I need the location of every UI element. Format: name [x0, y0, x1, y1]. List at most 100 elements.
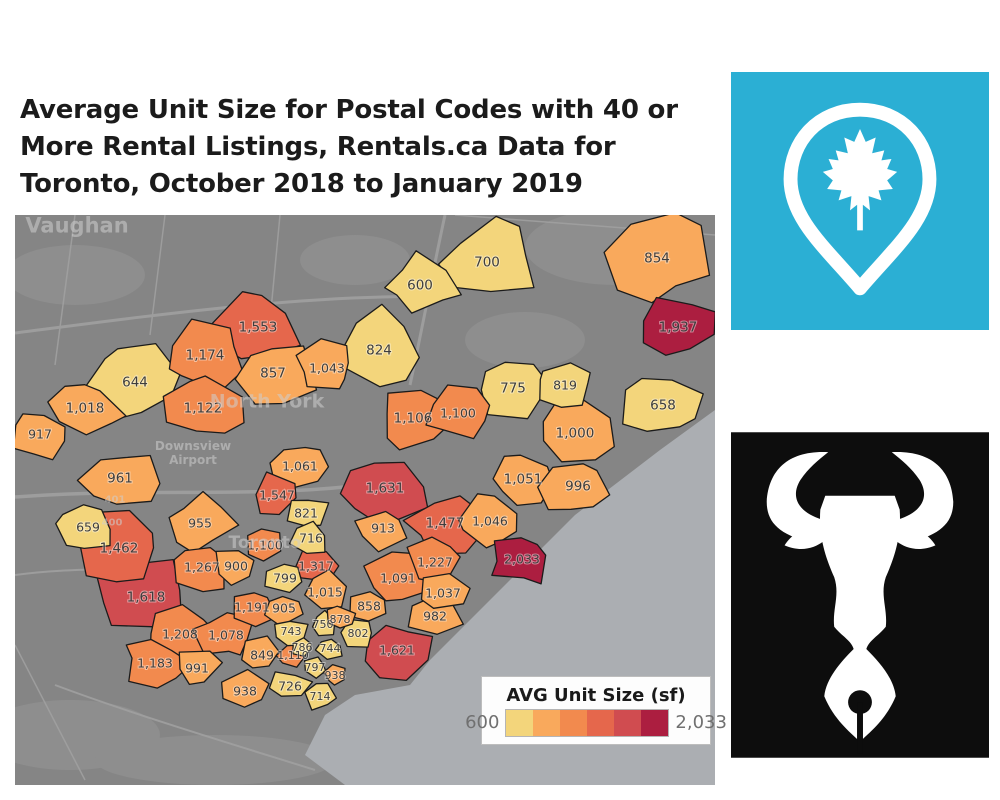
region-value-label: 797 [305, 661, 326, 674]
terrain-patch [5, 245, 145, 305]
postal-region[interactable] [326, 605, 357, 629]
region-value-label: 1,462 [100, 541, 139, 557]
postal-region[interactable] [162, 375, 245, 434]
region-value-label: 1,100 [247, 537, 283, 552]
postal-region[interactable] [539, 362, 591, 408]
region-value-label: 1,174 [186, 348, 225, 364]
pen-nib-hole [848, 690, 872, 715]
place-label: 400 [102, 518, 123, 529]
postal-region[interactable] [241, 635, 280, 669]
region-value-label: 1,937 [659, 320, 698, 336]
legend-swatch [641, 709, 669, 736]
region-value-label: 1,000 [556, 426, 595, 442]
postal-region[interactable] [406, 536, 461, 584]
place-label: Toronto [229, 533, 302, 553]
color-legend: AVG Unit Size (sf) 600 2,033 [465, 676, 727, 745]
legend-swatch [533, 709, 561, 736]
postal-regions-layer [12, 212, 716, 711]
place-label: Vaughan [25, 215, 128, 237]
postal-region[interactable] [295, 338, 349, 390]
postal-region[interactable] [288, 520, 326, 555]
region-value-label: 744 [320, 642, 341, 655]
region-value-label: 854 [644, 251, 670, 267]
region-value-label: 1,191 [234, 599, 270, 614]
postal-region[interactable] [168, 318, 244, 392]
postal-region[interactable] [537, 463, 611, 511]
postal-region[interactable] [603, 212, 711, 304]
region-value-label: 961 [107, 471, 133, 487]
region-value-label: 644 [122, 375, 148, 391]
postal-region[interactable] [247, 528, 282, 562]
postal-region[interactable] [303, 656, 327, 679]
region-value-label: 900 [224, 558, 248, 573]
postal-region[interactable] [339, 461, 429, 527]
postal-region[interactable] [12, 413, 66, 461]
postal-region[interactable] [304, 568, 348, 610]
region-value-label: 938 [325, 669, 346, 682]
region-value-label: 938 [233, 683, 257, 698]
region-value-label: 716 [299, 530, 323, 545]
region-value-label: 1,477 [426, 516, 465, 532]
region-value-label: 1,051 [504, 472, 543, 488]
region-value-label: 1,618 [127, 590, 166, 606]
region-value-label: 1,631 [366, 481, 405, 497]
map-pin-maple-leaf-icon [783, 102, 937, 296]
region-value-label: 659 [76, 519, 100, 534]
region-value-label: 1,046 [472, 513, 508, 528]
region-value-label: 1,043 [309, 360, 345, 375]
toronto-choropleth-map[interactable]: 854 644 824 700 1,618 1,553 658 1,631 1,462 1,174… [0, 209, 716, 785]
postal-region[interactable] [76, 454, 161, 505]
region-labels-layer: 854 644 824 700 1,618 1,553 658 1,631 1,462 1,174… [27, 250, 698, 704]
postal-region[interactable] [168, 490, 240, 554]
postal-region[interactable] [55, 504, 111, 550]
pen-nib-slit [857, 702, 863, 754]
postal-region[interactable] [304, 682, 338, 711]
page-title: Average Unit Size for Postal Codes with … [20, 95, 678, 199]
region-value-label: 775 [500, 381, 526, 397]
region-value-label: 824 [366, 343, 392, 359]
postal-region[interactable] [178, 650, 224, 686]
region-value-label: 1,110 [277, 649, 309, 662]
region-value-label: 819 [553, 377, 577, 392]
region-value-label: 991 [185, 660, 209, 675]
region-value-label: 917 [28, 426, 52, 441]
postal-region[interactable] [642, 296, 716, 356]
region-value-label: 905 [272, 600, 296, 615]
postal-region[interactable] [354, 510, 408, 553]
region-value-label: 799 [273, 570, 297, 585]
region-value-label: 1,100 [440, 405, 476, 420]
terrain-patch [465, 312, 585, 368]
region-value-label: 2,033 [504, 551, 540, 566]
postal-region[interactable] [341, 303, 420, 388]
postal-region[interactable] [125, 638, 193, 689]
postal-region[interactable] [292, 637, 313, 657]
region-value-label: 1,267 [184, 559, 220, 574]
legend-title: AVG Unit Size (sf) [506, 684, 686, 706]
postal-region[interactable] [491, 537, 547, 585]
postal-region[interactable] [364, 624, 434, 682]
postal-region[interactable] [425, 384, 491, 440]
postal-region[interactable] [255, 471, 297, 516]
postal-region[interactable] [437, 215, 535, 293]
region-value-label: 1,091 [380, 570, 416, 585]
postal-region[interactable] [264, 563, 303, 594]
region-value-label: 1,183 [137, 655, 173, 670]
postal-region[interactable] [322, 663, 346, 686]
place-label: 401 [105, 495, 126, 506]
region-value-label: 1,037 [425, 585, 461, 600]
region-value-label: 1,547 [259, 487, 295, 502]
postal-region[interactable] [622, 377, 704, 432]
postal-region[interactable] [384, 250, 462, 314]
region-value-label: 982 [423, 608, 447, 623]
legend-max-label: 2,033 [675, 712, 727, 733]
postal-region[interactable] [286, 499, 330, 527]
postal-region[interactable] [420, 572, 471, 609]
terrain-patch [300, 235, 410, 285]
postal-region[interactable] [220, 668, 270, 708]
region-value-label: 1,015 [307, 584, 343, 599]
postal-region[interactable] [215, 550, 255, 586]
region-value-label: 1,106 [394, 411, 433, 427]
postal-region[interactable] [268, 671, 314, 697]
postal-region[interactable] [47, 384, 127, 436]
postal-region[interactable] [314, 638, 343, 661]
